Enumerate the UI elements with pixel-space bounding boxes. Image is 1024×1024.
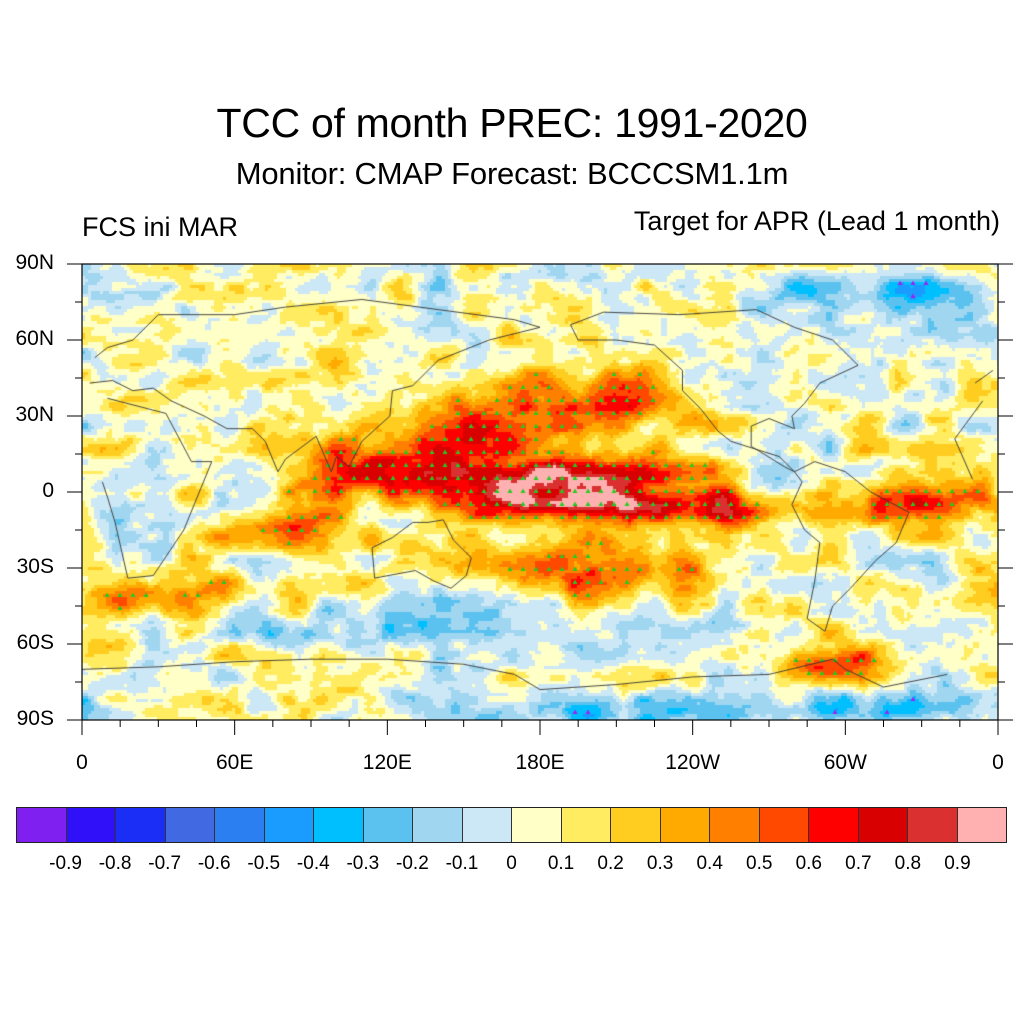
y-tick-label: 60N xyxy=(15,327,54,350)
y-tick-label: 90N xyxy=(15,251,54,274)
colorbar-swatch xyxy=(314,808,364,842)
y-tick-label: 0 xyxy=(42,479,54,502)
colorbar-tick-label: -0.6 xyxy=(197,853,231,874)
colorbar-tick-label: 0.5 xyxy=(746,853,773,874)
x-tick-label: 180E xyxy=(515,751,565,774)
correlation-map xyxy=(82,264,998,720)
colorbar-swatch xyxy=(363,808,413,842)
colorbar-tick-label: 0.9 xyxy=(944,853,971,874)
colorbar-swatch xyxy=(512,808,562,842)
colorbar-swatch xyxy=(908,808,958,842)
colorbar xyxy=(16,807,1007,843)
chart-title: TCC of month PREC: 1991-2020 xyxy=(216,100,808,146)
colorbar-swatch xyxy=(561,808,611,842)
colorbar-swatch xyxy=(215,808,265,842)
colorbar-tick-label: -0.9 xyxy=(49,853,82,874)
colorbar-tick-label: 0.7 xyxy=(845,853,872,874)
target-label: Target for APR (Lead 1 month) xyxy=(633,206,1000,236)
colorbar-tick-label: 0.3 xyxy=(646,853,674,874)
colorbar-swatch xyxy=(413,808,463,842)
colorbar-tick-label: 0.8 xyxy=(894,853,922,874)
y-tick-label: 30S xyxy=(16,555,54,578)
colorbar-tick-label: 0.4 xyxy=(696,853,723,874)
colorbar-tick-label: -0.1 xyxy=(445,853,479,874)
y-tick-label: 90S xyxy=(16,707,54,730)
colorbar-swatch xyxy=(710,808,760,842)
correlation-field xyxy=(82,264,998,720)
x-tick-label: 120W xyxy=(665,751,721,774)
colorbar-swatch xyxy=(858,808,908,842)
x-tick-label: 0 xyxy=(76,751,88,774)
colorbar-tick-label: 0.2 xyxy=(597,853,624,874)
x-tick-label: 0 xyxy=(992,751,1004,774)
colorbar-tick-label: -0.7 xyxy=(148,853,182,874)
colorbar-swatch xyxy=(660,808,710,842)
colorbar-swatch xyxy=(759,808,809,842)
colorbar-tick-label: 0.6 xyxy=(795,853,823,874)
colorbar-swatch xyxy=(957,808,1006,842)
colorbar-swatch xyxy=(165,808,215,842)
colorbar-tick-label: 0 xyxy=(506,853,517,874)
colorbar-swatch xyxy=(264,808,314,842)
x-tick-label: 120E xyxy=(362,751,412,774)
colorbar-swatch xyxy=(116,808,166,842)
colorbar-tick-label: -0.8 xyxy=(98,853,132,874)
initialization-label: FCS ini MAR xyxy=(82,212,239,242)
chart-subtitle: Monitor: CMAP Forecast: BCCCSM1.1m xyxy=(235,156,789,191)
x-tick-label: 60W xyxy=(823,751,867,774)
y-tick-label: 60S xyxy=(16,631,54,654)
colorbar-tick-label: 0.1 xyxy=(547,853,575,874)
colorbar-tick-label: -0.3 xyxy=(346,853,380,874)
y-tick-label: 30N xyxy=(15,403,54,426)
colorbar-swatch xyxy=(462,808,512,842)
colorbar-swatch xyxy=(611,808,661,842)
colorbar-swatch xyxy=(17,808,67,842)
colorbar-tick-label: -0.5 xyxy=(247,853,281,874)
colorbar-tick-label: -0.4 xyxy=(296,853,330,874)
colorbar-tick-label: -0.2 xyxy=(396,853,429,874)
x-tick-label: 60E xyxy=(215,751,254,774)
colorbar-swatch xyxy=(66,808,116,842)
colorbar-swatch xyxy=(809,808,859,842)
